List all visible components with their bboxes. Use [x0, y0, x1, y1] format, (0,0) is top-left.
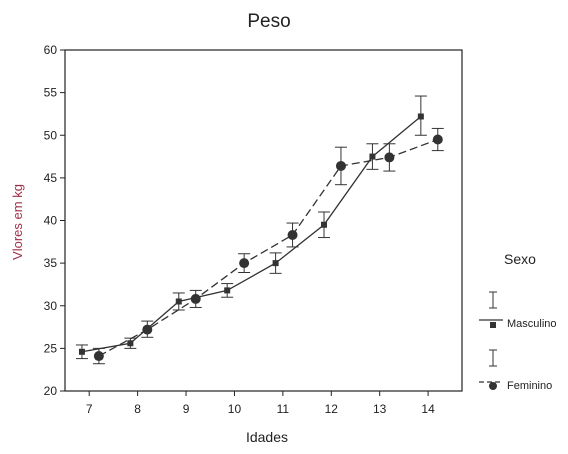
y-tick-label: 30	[44, 299, 58, 313]
x-tick-label: 10	[228, 402, 242, 416]
y-tick-label: 20	[44, 384, 58, 398]
y-tick-label: 35	[44, 256, 58, 270]
y-tick-label: 45	[44, 171, 58, 185]
data-point	[224, 287, 231, 294]
x-tick-label: 11	[277, 402, 290, 416]
legend-label: Feminino	[507, 380, 552, 392]
data-point	[335, 160, 346, 171]
x-tick-label: 12	[325, 402, 339, 416]
x-tick-label: 8	[134, 402, 141, 416]
y-tick-label: 40	[44, 214, 58, 228]
data-point	[272, 260, 279, 267]
x-tick-label: 13	[373, 402, 387, 416]
data-point	[369, 153, 376, 160]
data-point	[321, 221, 328, 228]
series-layer	[75, 95, 444, 365]
x-tick-label: 9	[183, 402, 190, 416]
x-axis-label: Idades	[246, 429, 288, 445]
x-tick-label: 7	[86, 402, 93, 416]
data-point	[239, 258, 250, 269]
data-point	[127, 340, 134, 347]
data-point	[175, 298, 182, 305]
y-axis-label: Vlores em kg	[10, 184, 25, 260]
x-axis: 7 8 9 10 11 12 13 14	[86, 391, 435, 416]
plot-area	[64, 49, 463, 392]
data-point	[432, 134, 443, 145]
chart-title: Peso	[247, 11, 290, 32]
data-point	[93, 351, 104, 362]
series-masculino	[75, 95, 427, 360]
x-tick-label: 14	[421, 402, 435, 416]
data-point	[190, 293, 201, 304]
y-axis: 20 25 30 35 40 45 50 55 60	[44, 43, 65, 398]
legend: Masculino Feminino	[479, 291, 557, 392]
data-point	[384, 152, 395, 163]
data-point	[287, 229, 298, 240]
data-point	[78, 348, 85, 355]
series-line	[81, 115, 422, 353]
data-point	[417, 113, 424, 120]
y-tick-label: 50	[44, 128, 58, 142]
legend-circle-marker-icon	[489, 382, 497, 390]
legend-label: Masculino	[507, 318, 557, 330]
legend-title: Sexo	[504, 251, 536, 267]
y-tick-label: 25	[44, 341, 58, 355]
series-feminino	[92, 127, 444, 365]
y-tick-label: 55	[44, 86, 58, 100]
series-line	[98, 138, 439, 357]
data-point	[142, 324, 153, 335]
legend-square-marker-icon	[490, 322, 496, 328]
y-tick-label: 60	[44, 43, 58, 57]
